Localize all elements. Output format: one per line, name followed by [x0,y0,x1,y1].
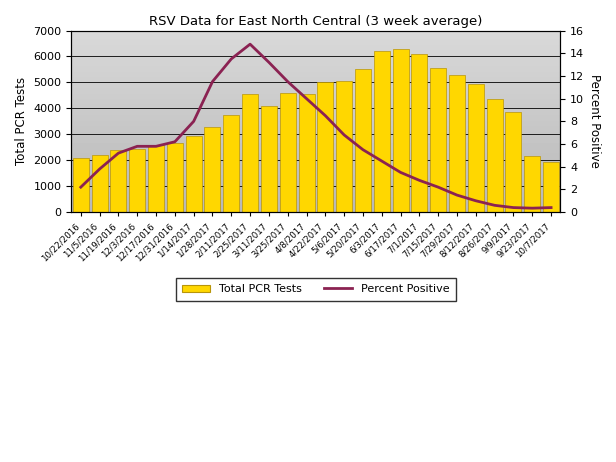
Bar [129,149,145,212]
Bar [411,55,428,212]
Bar [449,75,465,212]
Legend: Total PCR Tests, Percent Positive: Total PCR Tests, Percent Positive [176,278,456,301]
Bar [468,84,484,212]
Bar [167,143,183,212]
Bar [336,81,352,212]
Bar [317,82,333,212]
Bar [185,136,201,212]
Bar [280,93,296,212]
Bar [242,94,258,212]
Bar [355,69,371,212]
Bar [374,51,390,212]
Bar [110,150,126,212]
Bar [224,115,239,212]
Bar [205,127,221,212]
Bar [299,94,315,212]
Bar [148,145,164,212]
Bar [524,156,540,212]
Bar [430,68,446,212]
Y-axis label: Percent Positive: Percent Positive [588,74,601,168]
Bar [261,106,277,212]
Bar [92,155,108,212]
Bar [487,99,503,212]
Bar [392,49,408,212]
Bar [73,158,89,212]
Title: RSV Data for East North Central (3 week average): RSV Data for East North Central (3 week … [149,15,482,28]
Y-axis label: Total PCR Tests: Total PCR Tests [15,77,28,165]
Bar [506,112,522,212]
Bar [543,162,559,212]
